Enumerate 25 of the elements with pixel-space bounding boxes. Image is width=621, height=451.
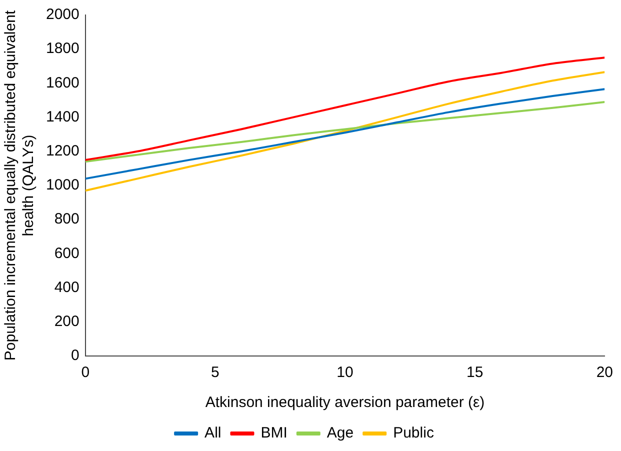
x-tick-label: 10 [336,364,354,382]
y-tick-label: 800 [54,210,80,228]
legend-label: Age [326,424,354,442]
y-tick-label: 0 [71,347,80,364]
y-tick-label: 600 [54,244,80,262]
line-series [85,100,605,163]
x-tick-label: 5 [211,364,220,382]
line-series [85,88,605,180]
line-series [85,56,605,161]
y-axis-title: Population incremental equally distributed equivalent health (QALYs) [2,10,38,361]
y-tick-label: 1400 [46,108,80,126]
x-tick-label: 15 [466,364,484,382]
y-tick-label: 2000 [46,6,80,24]
legend-label: BMI [260,424,288,442]
y-tick-label: 1200 [46,142,80,160]
y-tick-label: 400 [54,278,80,296]
y-tick-label: 1000 [46,176,80,194]
y-tick-label: 1800 [46,40,80,58]
line-series [85,71,605,192]
legend-label: Public [393,424,434,442]
x-tick-label: 20 [596,364,613,382]
x-axis-title: Atkinson inequality aversion parameter (ε) [205,394,485,412]
y-tick-label: 1600 [46,74,80,92]
y-tick-label: 200 [54,313,80,330]
legend-label: All [204,424,222,442]
